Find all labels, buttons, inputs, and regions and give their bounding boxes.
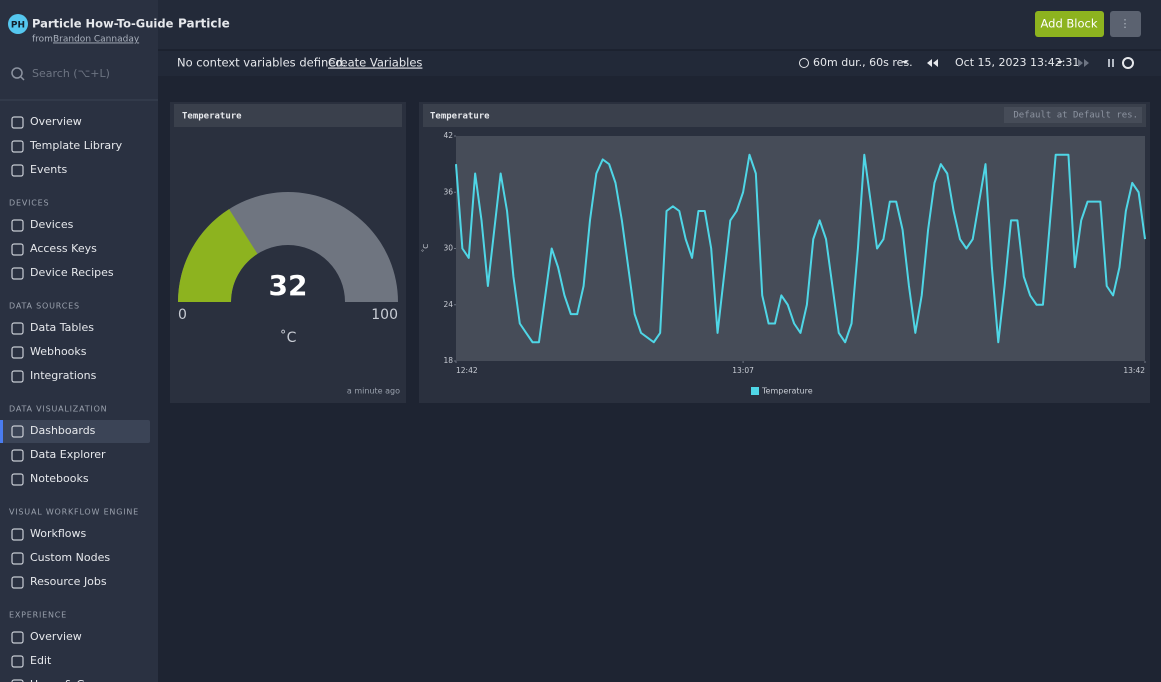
- search-icon: [11, 67, 23, 79]
- nav-item[interactable]: Access Keys: [30, 242, 97, 255]
- nav-item[interactable]: Data Tables: [30, 321, 94, 334]
- duration-select[interactable]: 60m dur., 60s res.: [813, 56, 913, 69]
- updated-label: a minute ago: [347, 387, 400, 396]
- nav-item[interactable]: Data Explorer: [30, 448, 106, 461]
- nav-active-bar: [0, 420, 3, 443]
- forward-button[interactable]: [1078, 59, 1089, 67]
- dropdown-caret: [1057, 61, 1063, 64]
- y-tick-label: 18: [443, 356, 453, 365]
- nav-icon: [11, 164, 24, 177]
- nav-item[interactable]: Template Library: [29, 139, 123, 152]
- rewind-button[interactable]: [927, 59, 938, 67]
- panel-header: [174, 104, 402, 127]
- nav-active: [2, 420, 150, 443]
- clock-icon: [799, 58, 809, 68]
- time-select[interactable]: Oct 15, 2023 13:42:31: [955, 56, 1079, 69]
- y-tick-label: 24: [443, 300, 453, 309]
- gauge-value-label: 32: [269, 269, 308, 302]
- nav-icon: [11, 346, 24, 359]
- nav-item[interactable]: Resource Jobs: [30, 575, 107, 588]
- nav-icon: [11, 473, 24, 486]
- x-tick-label: 13:07: [732, 366, 754, 375]
- nav-item[interactable]: Integrations: [30, 369, 97, 382]
- nav-icon: [11, 116, 24, 129]
- gauge-value: [177, 209, 258, 302]
- search-icon: [20, 76, 25, 81]
- gauge-unit: ˚C: [280, 329, 297, 346]
- nav-icon: [11, 449, 24, 462]
- x-tick-label: 13:42: [1123, 366, 1145, 375]
- dropdown-caret: [902, 61, 908, 64]
- refresh-indicator: [1122, 57, 1134, 69]
- pause-button[interactable]: [1108, 59, 1114, 67]
- nav-item[interactable]: Dashboards: [30, 424, 96, 437]
- resolution-badge: [1004, 107, 1142, 123]
- y-tick-label: 42: [443, 131, 453, 140]
- legend-label[interactable]: Temperature: [761, 387, 813, 396]
- workspace-author[interactable]: Brandon Cannaday: [53, 35, 140, 45]
- nav-item[interactable]: Overview: [30, 115, 82, 128]
- nav-icon: [11, 655, 24, 668]
- menu-icon: ⋮: [1120, 17, 1131, 30]
- page-title: Particle: [178, 17, 230, 31]
- nav-item[interactable]: Custom Nodes: [30, 551, 110, 564]
- nav-item[interactable]: Webhooks: [30, 345, 87, 358]
- nav-section-title: DATA VISUALIZATION: [9, 405, 107, 414]
- nav-item[interactable]: Users & Groups: [30, 678, 116, 682]
- nav-item[interactable]: Overview: [30, 630, 82, 643]
- workspace-avatar[interactable]: [8, 14, 28, 34]
- nav-icon: [11, 243, 24, 256]
- x-tick-label: 12:42: [456, 366, 478, 375]
- nav-item[interactable]: Edit: [30, 654, 52, 667]
- avatar-initials: PH: [11, 21, 25, 31]
- create-variables-link[interactable]: Create Variables: [328, 56, 422, 70]
- nav-icon: [11, 425, 24, 438]
- nav-icon: [11, 528, 24, 541]
- panel-title: Temperature: [182, 112, 242, 122]
- add-block-button[interactable]: [1035, 11, 1104, 37]
- y-axis-label: ˚C: [422, 244, 430, 253]
- data-line: [455, 153, 1146, 344]
- nav-icon: [11, 370, 24, 383]
- workspace-from: from: [32, 35, 53, 45]
- workspace-title[interactable]: Particle How-To-Guide: [32, 17, 174, 31]
- legend-swatch[interactable]: [751, 387, 759, 395]
- nav-item[interactable]: Events: [30, 163, 68, 176]
- nav-item[interactable]: Devices: [30, 218, 74, 231]
- nav-icon: [11, 576, 24, 589]
- panel-title: Temperature: [430, 112, 490, 122]
- nav-icon: [11, 267, 24, 280]
- nav-section-title: EXPERIENCE: [9, 611, 67, 620]
- menu-button[interactable]: [1110, 11, 1141, 37]
- context-bar: [158, 50, 1161, 76]
- y-tick-label: 36: [443, 187, 453, 196]
- resolution-label: Default at Default res.: [1013, 111, 1138, 121]
- nav-icon: [11, 552, 24, 565]
- add-block-label: Add Block: [1040, 17, 1097, 31]
- nav-section-title: DEVICES: [9, 199, 49, 208]
- nav-item[interactable]: Notebooks: [30, 472, 89, 485]
- search-input[interactable]: Search (⌥+L): [32, 67, 110, 80]
- plot-area: [456, 136, 1145, 361]
- y-tick-label: 30: [443, 244, 453, 253]
- gauge-max-label: 100: [371, 307, 398, 323]
- header-bar: [158, 0, 1161, 50]
- panel-header: [423, 104, 1146, 127]
- nav-item[interactable]: Workflows: [30, 527, 87, 540]
- nav-icon: [11, 219, 24, 232]
- nav-icon: [11, 140, 24, 153]
- nav-section-title: DATA SOURCES: [9, 302, 80, 311]
- gauge-min-label: 0: [178, 307, 187, 323]
- nav-icon: [11, 631, 24, 644]
- nav-icon: [11, 322, 24, 335]
- nav-item[interactable]: Device Recipes: [30, 266, 114, 279]
- sidebar: [0, 0, 158, 682]
- nav-section-title: VISUAL WORKFLOW ENGINE: [9, 508, 139, 517]
- context-text: No context variables defined.: [177, 56, 346, 70]
- nav-icon: [11, 679, 24, 682]
